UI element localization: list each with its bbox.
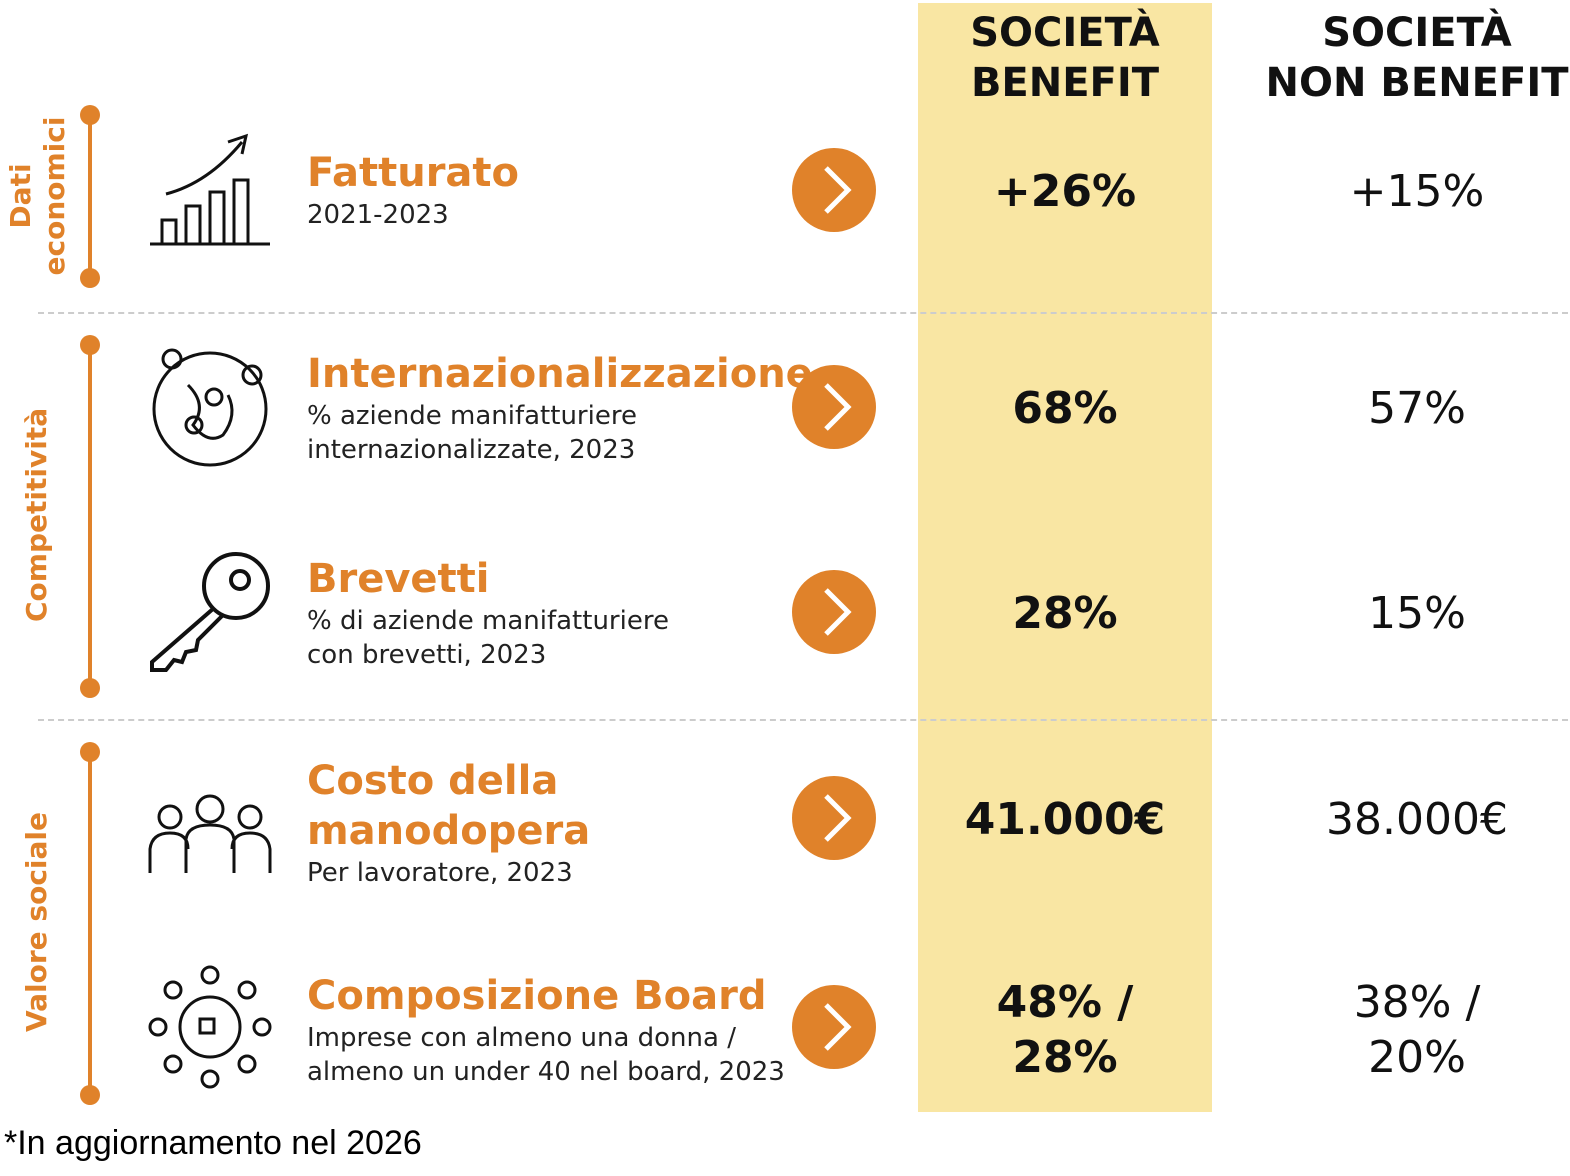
footnote: *In aggiornamento nel 2026 <box>4 1124 422 1162</box>
section-label-competitivita: Competitività <box>20 407 54 622</box>
row-subtitle: 2021-2023 <box>307 200 449 230</box>
header-line: SOCIETÀ <box>970 10 1160 56</box>
row-title: Composizione Board <box>307 973 767 1019</box>
value-benefit: 68% <box>1012 383 1118 434</box>
row-subtitle: almeno un under 40 nel board, 2023 <box>307 1057 785 1087</box>
value-non-benefit: 57% <box>1368 383 1466 434</box>
section-dot <box>80 678 100 698</box>
row-text: Brevetti % di aziende manifatturiere con b… <box>307 554 669 672</box>
chevron-right-icon <box>792 776 876 860</box>
section-label-dati-economici: Dati economici <box>4 114 72 278</box>
value-benefit: 48% /28% <box>918 975 1212 1085</box>
key-icon <box>150 552 270 672</box>
section-label-line: Dati <box>4 163 37 229</box>
section-dot <box>80 1085 100 1105</box>
row-subtitle: internazionalizzate, 2023 <box>307 435 636 465</box>
row-subtitle: % aziende manifatturiere <box>307 401 637 431</box>
row-text: Costo della manodopera Per lavoratore, 202… <box>307 756 590 890</box>
value-line: 38% / <box>1353 977 1481 1028</box>
section-line <box>88 115 92 278</box>
section-dot <box>80 105 100 125</box>
header-non-benefit: SOCIETÀ NON BENEFIT <box>1237 8 1570 108</box>
benefit-column-highlight <box>918 3 1212 1112</box>
value-line: 28% <box>1012 1032 1118 1083</box>
divider <box>38 719 1568 721</box>
row-title: Brevetti <box>307 556 490 602</box>
value-benefit: +26% <box>993 166 1137 217</box>
header-line: SOCIETÀ <box>1322 10 1512 56</box>
section-line <box>88 752 92 1095</box>
value-non-benefit: 15% <box>1368 588 1466 639</box>
value-non-benefit: 38% /20% <box>1237 975 1570 1085</box>
row-subtitle: Per lavoratore, 2023 <box>307 858 573 888</box>
divider <box>38 312 1568 314</box>
globe-pins-icon <box>152 348 268 467</box>
workers-icon <box>148 794 272 873</box>
row-subtitle: Imprese con almeno una donna / <box>307 1023 736 1053</box>
row-subtitle: % di aziende manifatturiere <box>307 606 669 636</box>
row-text: Composizione Board Imprese con almeno una… <box>307 971 785 1089</box>
row-title: manodopera <box>307 808 591 854</box>
value-non-benefit: 38.000€ <box>1326 794 1508 845</box>
section-label-valore-sociale: Valore sociale <box>20 812 54 1032</box>
value-benefit: 41.000€ <box>964 794 1166 845</box>
row-title: Costo della <box>307 758 559 804</box>
row-text: Fatturato 2021-2023 <box>307 148 519 232</box>
header-benefit: SOCIETÀ BENEFIT <box>885 8 1245 108</box>
section-label-line: economici <box>38 116 71 276</box>
value-line: 48% / <box>996 977 1134 1028</box>
chevron-right-icon <box>792 365 876 449</box>
section-label-line: Competitività <box>20 407 53 622</box>
row-text: Internazionalizzazione % aziende manifatt… <box>307 349 813 467</box>
row-title: Internazionalizzazione <box>307 351 813 397</box>
value-benefit: 28% <box>1012 588 1118 639</box>
section-dot <box>80 742 100 762</box>
value-line: 20% <box>1368 1032 1466 1083</box>
section-label-line: Valore sociale <box>20 812 53 1032</box>
board-table-icon <box>148 965 272 1089</box>
value-non-benefit: +15% <box>1349 166 1485 217</box>
row-title: Fatturato <box>307 150 520 196</box>
header-line: NON BENEFIT <box>1265 60 1569 106</box>
row-subtitle: con brevetti, 2023 <box>307 640 547 670</box>
chart-growth-icon <box>150 133 270 246</box>
section-dot <box>80 335 100 355</box>
header-line: BENEFIT <box>970 60 1160 106</box>
chevron-right-icon <box>792 570 876 654</box>
section-dot <box>80 268 100 288</box>
section-line <box>88 345 92 688</box>
chevron-right-icon <box>792 985 876 1069</box>
chevron-right-icon <box>792 148 876 232</box>
